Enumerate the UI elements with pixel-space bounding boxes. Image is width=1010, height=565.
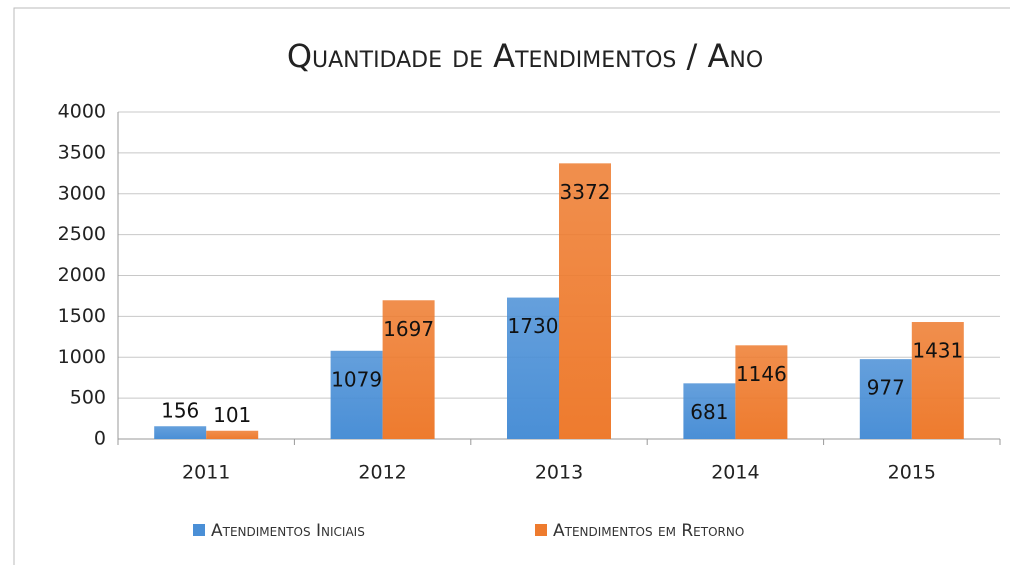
- bar: [559, 163, 611, 440]
- legend-label: Atendimentos em Retorno: [553, 521, 744, 541]
- chart-border: [13, 7, 1010, 565]
- bar: [206, 430, 259, 439]
- y-tick-label: 2000: [58, 264, 106, 286]
- bar: [382, 300, 435, 439]
- y-tick-label: 500: [70, 387, 106, 409]
- data-label: 156: [161, 399, 199, 423]
- data-label: 1431: [912, 339, 963, 363]
- y-tick-label: 4000: [58, 101, 106, 123]
- data-label: 1079: [331, 367, 382, 391]
- bar: [330, 350, 383, 439]
- data-label: 977: [867, 376, 905, 400]
- y-tick-label: 1000: [58, 346, 106, 368]
- legend-swatch: [535, 524, 547, 536]
- data-label: 681: [690, 400, 728, 424]
- bar: [911, 322, 964, 439]
- y-tick-label: 0: [94, 428, 106, 450]
- x-tick-label: 2015: [888, 462, 936, 484]
- y-tick-label: 3500: [58, 141, 106, 163]
- data-label: 1146: [736, 362, 787, 386]
- bar: [859, 359, 912, 439]
- y-tick-label: 1500: [58, 305, 106, 327]
- y-tick-label: 2500: [58, 223, 106, 245]
- y-tick-label: 3000: [58, 182, 106, 204]
- data-label: 101: [213, 403, 251, 427]
- bar: [735, 345, 788, 439]
- data-label: 3372: [560, 180, 611, 204]
- bar: [507, 297, 559, 439]
- legend-swatch: [193, 524, 205, 536]
- chart-title: Quantidade de Atendimentos / Ano: [287, 37, 763, 75]
- bar: [683, 383, 736, 439]
- bar: [154, 426, 207, 439]
- legend-label: Atendimentos Iniciais: [211, 521, 365, 541]
- x-tick-label: 2012: [358, 462, 406, 484]
- x-tick-label: 2014: [711, 462, 759, 484]
- data-label: 1730: [508, 314, 559, 338]
- x-tick-label: 2013: [535, 462, 583, 484]
- data-label: 1697: [383, 317, 434, 341]
- x-tick-label: 2011: [182, 462, 230, 484]
